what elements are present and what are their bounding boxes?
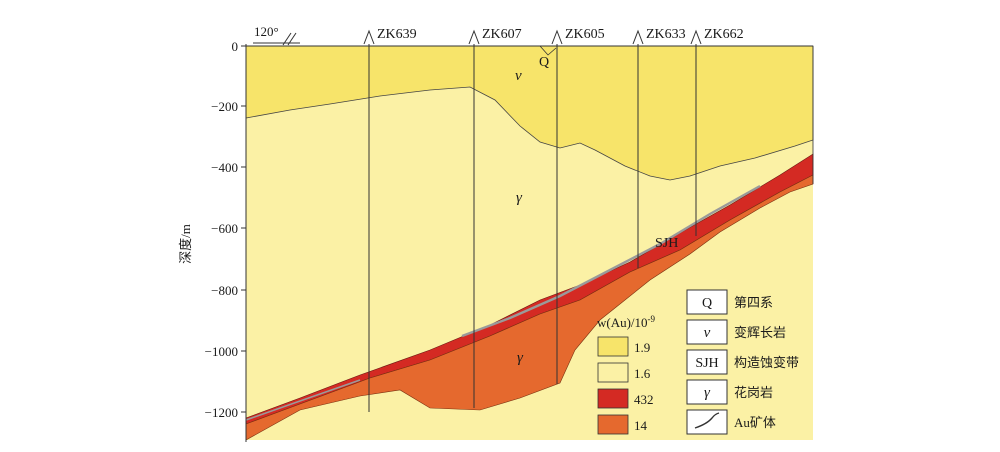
lith-legend-label: 花岗岩 <box>734 385 773 400</box>
au-grade-legend: w(Au)/10-9 1.9 1.6 432 14 <box>597 314 656 435</box>
orebody-legend-icon <box>694 412 720 429</box>
drillhole-label: ZK633 <box>646 27 686 42</box>
drillhole-rig-marker <box>363 29 375 45</box>
drillhole-label: ZK662 <box>704 27 744 42</box>
drillhole-rig-marker <box>468 29 480 45</box>
drillhole-zk639: ZK639 <box>363 27 417 412</box>
granite-lower-label: γ <box>517 350 524 366</box>
lith-legend-box <box>686 289 728 315</box>
strike-label: 120° <box>254 24 279 39</box>
lith-legend-label: 第四系 <box>734 295 773 310</box>
drillhole-zk605: ZK605 <box>551 27 605 384</box>
drillhole-rig-marker <box>551 29 563 45</box>
au-legend-title: w(Au)/10-9 <box>597 314 656 330</box>
strike-symbol <box>253 32 300 46</box>
lith-legend-box <box>686 379 728 405</box>
y-tick-label: −200 <box>211 99 238 114</box>
y-tick-label: −1200 <box>205 405 238 420</box>
quaternary-label: Q <box>539 55 549 70</box>
au-legend-swatch <box>597 362 629 383</box>
alteration-zone-label: SJH <box>655 236 678 251</box>
au-orebody-line <box>461 184 761 338</box>
lith-legend-symbol: γ <box>704 385 711 401</box>
lithology-legend: Q 第四系 v 变辉长岩 SJH 构造蚀变带 γ 花岗岩 Au矿体 <box>686 289 799 435</box>
lith-legend-box <box>686 349 728 375</box>
y-tick-label: −400 <box>211 160 238 175</box>
gabbro-unit <box>245 45 814 181</box>
drillhole-label: ZK605 <box>565 27 605 42</box>
au-legend-swatch <box>597 388 629 409</box>
gabbro-label: v <box>515 68 522 84</box>
drillhole-rig-marker <box>690 29 702 45</box>
y-tick-label: 0 <box>232 39 239 54</box>
au-legend-title-exponent: -9 <box>648 314 656 324</box>
au-legend-value: 1.6 <box>634 366 651 381</box>
drillhole-zk607: ZK607 <box>468 27 522 408</box>
au-legend-value: 432 <box>634 392 654 407</box>
y-tick-label: −800 <box>211 283 238 298</box>
lith-legend-label: Au矿体 <box>734 415 776 430</box>
lith-legend-symbol: Q <box>702 296 712 311</box>
drillhole-zk662: ZK662 <box>690 27 744 236</box>
lith-legend-symbol: v <box>704 325 711 341</box>
au-legend-value: 14 <box>634 418 648 433</box>
lith-legend-symbol: SJH <box>695 356 718 371</box>
lith-legend-box <box>686 319 728 345</box>
au-legend-title-text: w(Au)/10 <box>597 315 648 330</box>
drillhole-label: ZK607 <box>482 27 522 42</box>
y-tick-labels: 0 −200 −400 −600 −800 −1000 −1200 <box>205 39 238 420</box>
y-ticks <box>241 45 246 413</box>
granite-upper-label: γ <box>516 190 523 206</box>
au-legend-swatch <box>597 336 629 357</box>
y-tick-label: −1000 <box>205 344 238 359</box>
drillhole-rig-marker <box>632 29 644 45</box>
quaternary-outline <box>539 45 557 56</box>
granite-lower-unit <box>245 174 814 441</box>
y-tick-label: −600 <box>211 221 238 236</box>
au-orebody-line <box>245 379 361 421</box>
drillhole-zk633: ZK633 <box>632 27 686 268</box>
lith-legend-label: 变辉长岩 <box>734 325 786 340</box>
drillhole-label: ZK639 <box>377 27 417 42</box>
au-legend-value: 1.9 <box>634 340 650 355</box>
lith-legend-label: 构造蚀变带 <box>734 355 799 370</box>
au-legend-swatch <box>597 414 629 435</box>
y-axis-title: 深度/m <box>178 224 193 264</box>
